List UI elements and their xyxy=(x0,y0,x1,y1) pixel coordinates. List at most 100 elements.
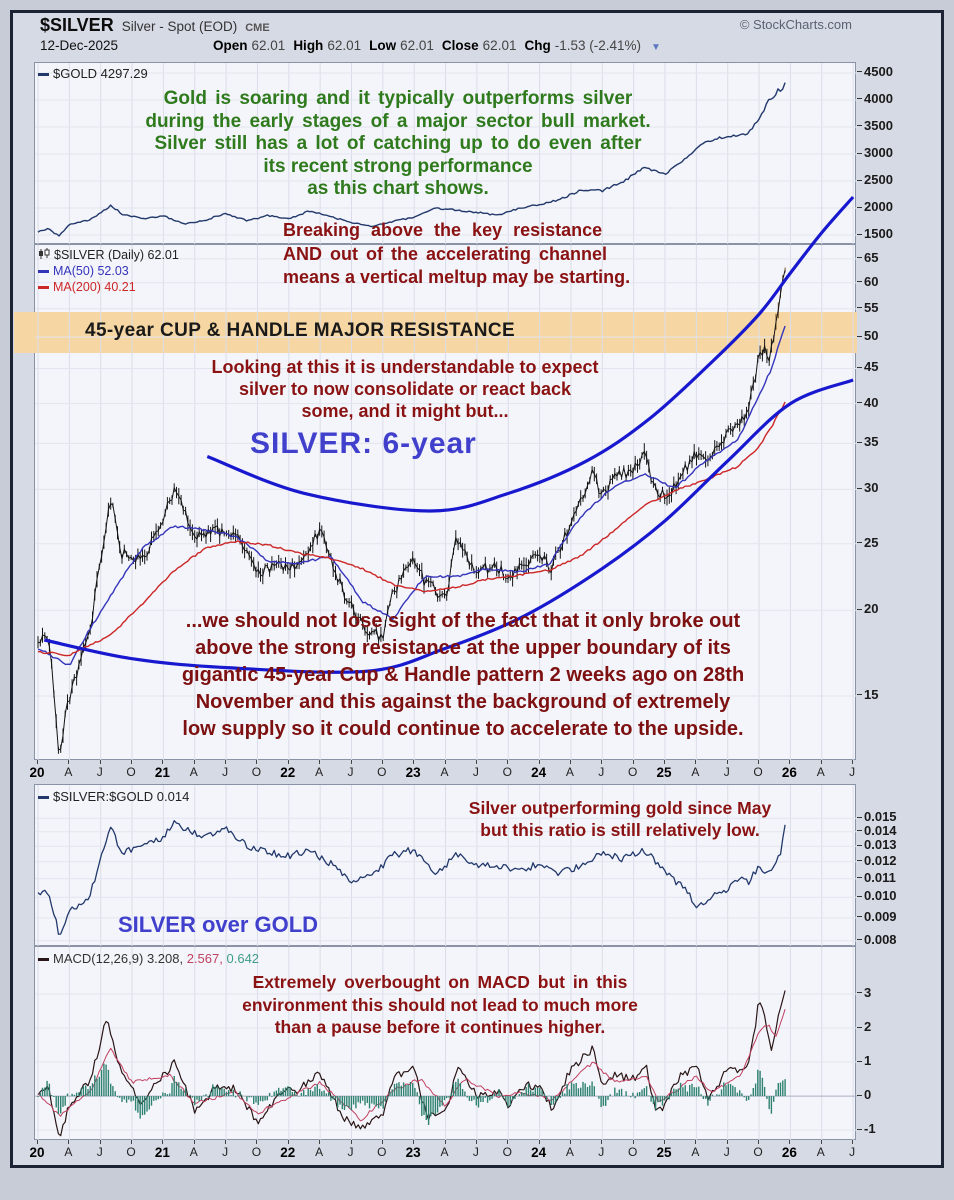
x-tick-label: A xyxy=(440,765,449,779)
x-axis-tick xyxy=(695,760,697,764)
macd-chart xyxy=(35,947,857,1141)
x-axis-tick xyxy=(852,760,854,764)
x-axis-tick xyxy=(413,760,415,764)
y-axis-label: 55 xyxy=(864,299,879,315)
x-tick-label: A xyxy=(440,1145,449,1159)
x-axis-tick xyxy=(193,760,195,764)
x-tick-label: A xyxy=(315,1145,324,1159)
x-axis-tick xyxy=(475,1140,477,1144)
y-axis-label: 0.009 xyxy=(864,908,897,924)
x-axis-tick xyxy=(68,1140,70,1144)
ratio-panel xyxy=(34,784,857,947)
x-axis-tick xyxy=(538,760,540,764)
y-axis-tick xyxy=(857,179,862,181)
y-axis-label: 0.008 xyxy=(864,931,897,947)
x-tick-label: 21 xyxy=(154,1145,170,1160)
x-tick-label: O xyxy=(251,1145,262,1159)
open-value: 62.01 xyxy=(251,38,286,53)
x-tick-label: A xyxy=(565,765,574,779)
x-axis-tick xyxy=(507,760,509,764)
x-axis-tick xyxy=(350,1140,352,1144)
ma200-label: MA(200) 40.21 xyxy=(53,280,136,294)
x-axis-tick xyxy=(632,760,634,764)
x-tick-label: J xyxy=(849,1145,856,1159)
x-axis-tick xyxy=(381,1140,383,1144)
x-tick-label: A xyxy=(691,1145,700,1159)
detail-annotation-line: November and this against the background… xyxy=(195,691,731,713)
macd-hist-value: 0.642 xyxy=(226,951,260,966)
y-axis-label: 40 xyxy=(864,394,879,410)
y-axis-label: 3500 xyxy=(864,117,893,133)
x-tick-label: 23 xyxy=(405,1145,421,1160)
x-axis-tick xyxy=(381,760,383,764)
x-axis-tick xyxy=(538,1140,540,1144)
consolidate-annotation-line: silver to now consolidate or react back xyxy=(238,379,572,399)
y-axis-tick xyxy=(857,992,862,994)
x-tick-label: A xyxy=(189,1145,198,1159)
x-axis-tick xyxy=(758,1140,760,1144)
detail-annotation-line: low supply so it could continue to accel… xyxy=(182,718,744,740)
breakout-annotation-line: means a vertical meltup may be starting. xyxy=(283,267,631,287)
y-axis-label: 30 xyxy=(864,480,879,496)
resistance-band xyxy=(14,312,857,353)
ratio-legend-text: $SILVER:$GOLD 0.014 xyxy=(53,789,190,804)
y-axis-label: 0 xyxy=(864,1087,872,1103)
ma50-label: MA(50) 52.03 xyxy=(53,264,129,278)
y-axis-label: 65 xyxy=(864,249,879,265)
y-axis-label: 2000 xyxy=(864,199,893,214)
y-axis-label: 3 xyxy=(864,984,872,1000)
x-tick-label: A xyxy=(565,1145,574,1159)
consolidate-annotation: Looking at this it is understandable to … xyxy=(55,356,755,422)
x-axis-tick xyxy=(319,760,321,764)
consolidate-annotation-line: Looking at this it is understandable to … xyxy=(211,357,599,377)
y-axis-label: 15 xyxy=(864,686,879,702)
ratio-annotation-line: Silver outperforming gold since May xyxy=(468,798,772,818)
macd-legend: MACD(12,26,9) 3.208, 2.567, 0.642 xyxy=(38,951,259,967)
breakout-annotation-line: Breaking above the key resistance xyxy=(283,220,603,240)
y-axis-tick xyxy=(857,1128,862,1130)
detail-annotation-line: gigantic 45-year Cup & Handle pattern 2 … xyxy=(181,664,745,686)
y-axis-label: -1 xyxy=(864,1121,876,1137)
chevron-down-icon[interactable]: ▼ xyxy=(651,42,661,53)
y-axis-label: 4500 xyxy=(864,63,893,79)
x-tick-label: A xyxy=(64,765,73,779)
x-axis-tick xyxy=(632,1140,634,1144)
y-axis-tick xyxy=(857,98,862,100)
x-axis-tick xyxy=(569,760,571,764)
chart-header: $SILVER Silver - Spot (EOD) CME xyxy=(40,15,270,36)
y-axis-tick xyxy=(857,281,862,283)
y-axis-tick xyxy=(857,335,862,337)
y-axis-tick xyxy=(857,877,862,879)
x-axis-tick xyxy=(162,1140,164,1144)
y-axis-label: 4000 xyxy=(864,90,893,106)
x-axis-tick xyxy=(601,1140,603,1144)
y-axis-tick xyxy=(857,125,862,127)
gold-legend-text: $GOLD 4297.29 xyxy=(53,66,148,81)
x-axis-tick xyxy=(256,1140,258,1144)
y-axis-tick xyxy=(857,939,862,941)
x-tick-label: 26 xyxy=(781,1145,797,1160)
x-tick-label: O xyxy=(627,765,638,779)
x-tick-label: O xyxy=(377,1145,387,1159)
x-tick-label: J xyxy=(222,1145,229,1159)
y-axis-label: 0.014 xyxy=(864,822,897,838)
macd-signal-value: 2.567, xyxy=(186,951,223,966)
y-axis-tick xyxy=(857,257,862,259)
breakout-annotation: Breaking above the key resistance AND ou… xyxy=(283,219,783,290)
candlestick-icon xyxy=(39,248,50,259)
consolidate-annotation-line: some, and it might but... xyxy=(301,401,509,421)
x-tick-label: J xyxy=(96,1145,103,1159)
x-tick-label: 22 xyxy=(280,1145,296,1160)
ma200-swatch xyxy=(38,286,49,290)
high-value: 62.01 xyxy=(327,38,362,53)
channel-label: SILVER: 6-year xyxy=(250,427,477,460)
close-label: Close xyxy=(441,38,479,53)
x-tick-label: O xyxy=(502,765,512,779)
y-axis-label: 1500 xyxy=(864,226,893,241)
x-axis-tick xyxy=(507,1140,509,1144)
low-value: 62.01 xyxy=(400,38,434,53)
ma50-swatch xyxy=(38,270,49,274)
y-axis-label: 0.013 xyxy=(864,837,897,853)
gold-chart xyxy=(35,63,857,245)
y-axis-label: 35 xyxy=(864,434,879,450)
